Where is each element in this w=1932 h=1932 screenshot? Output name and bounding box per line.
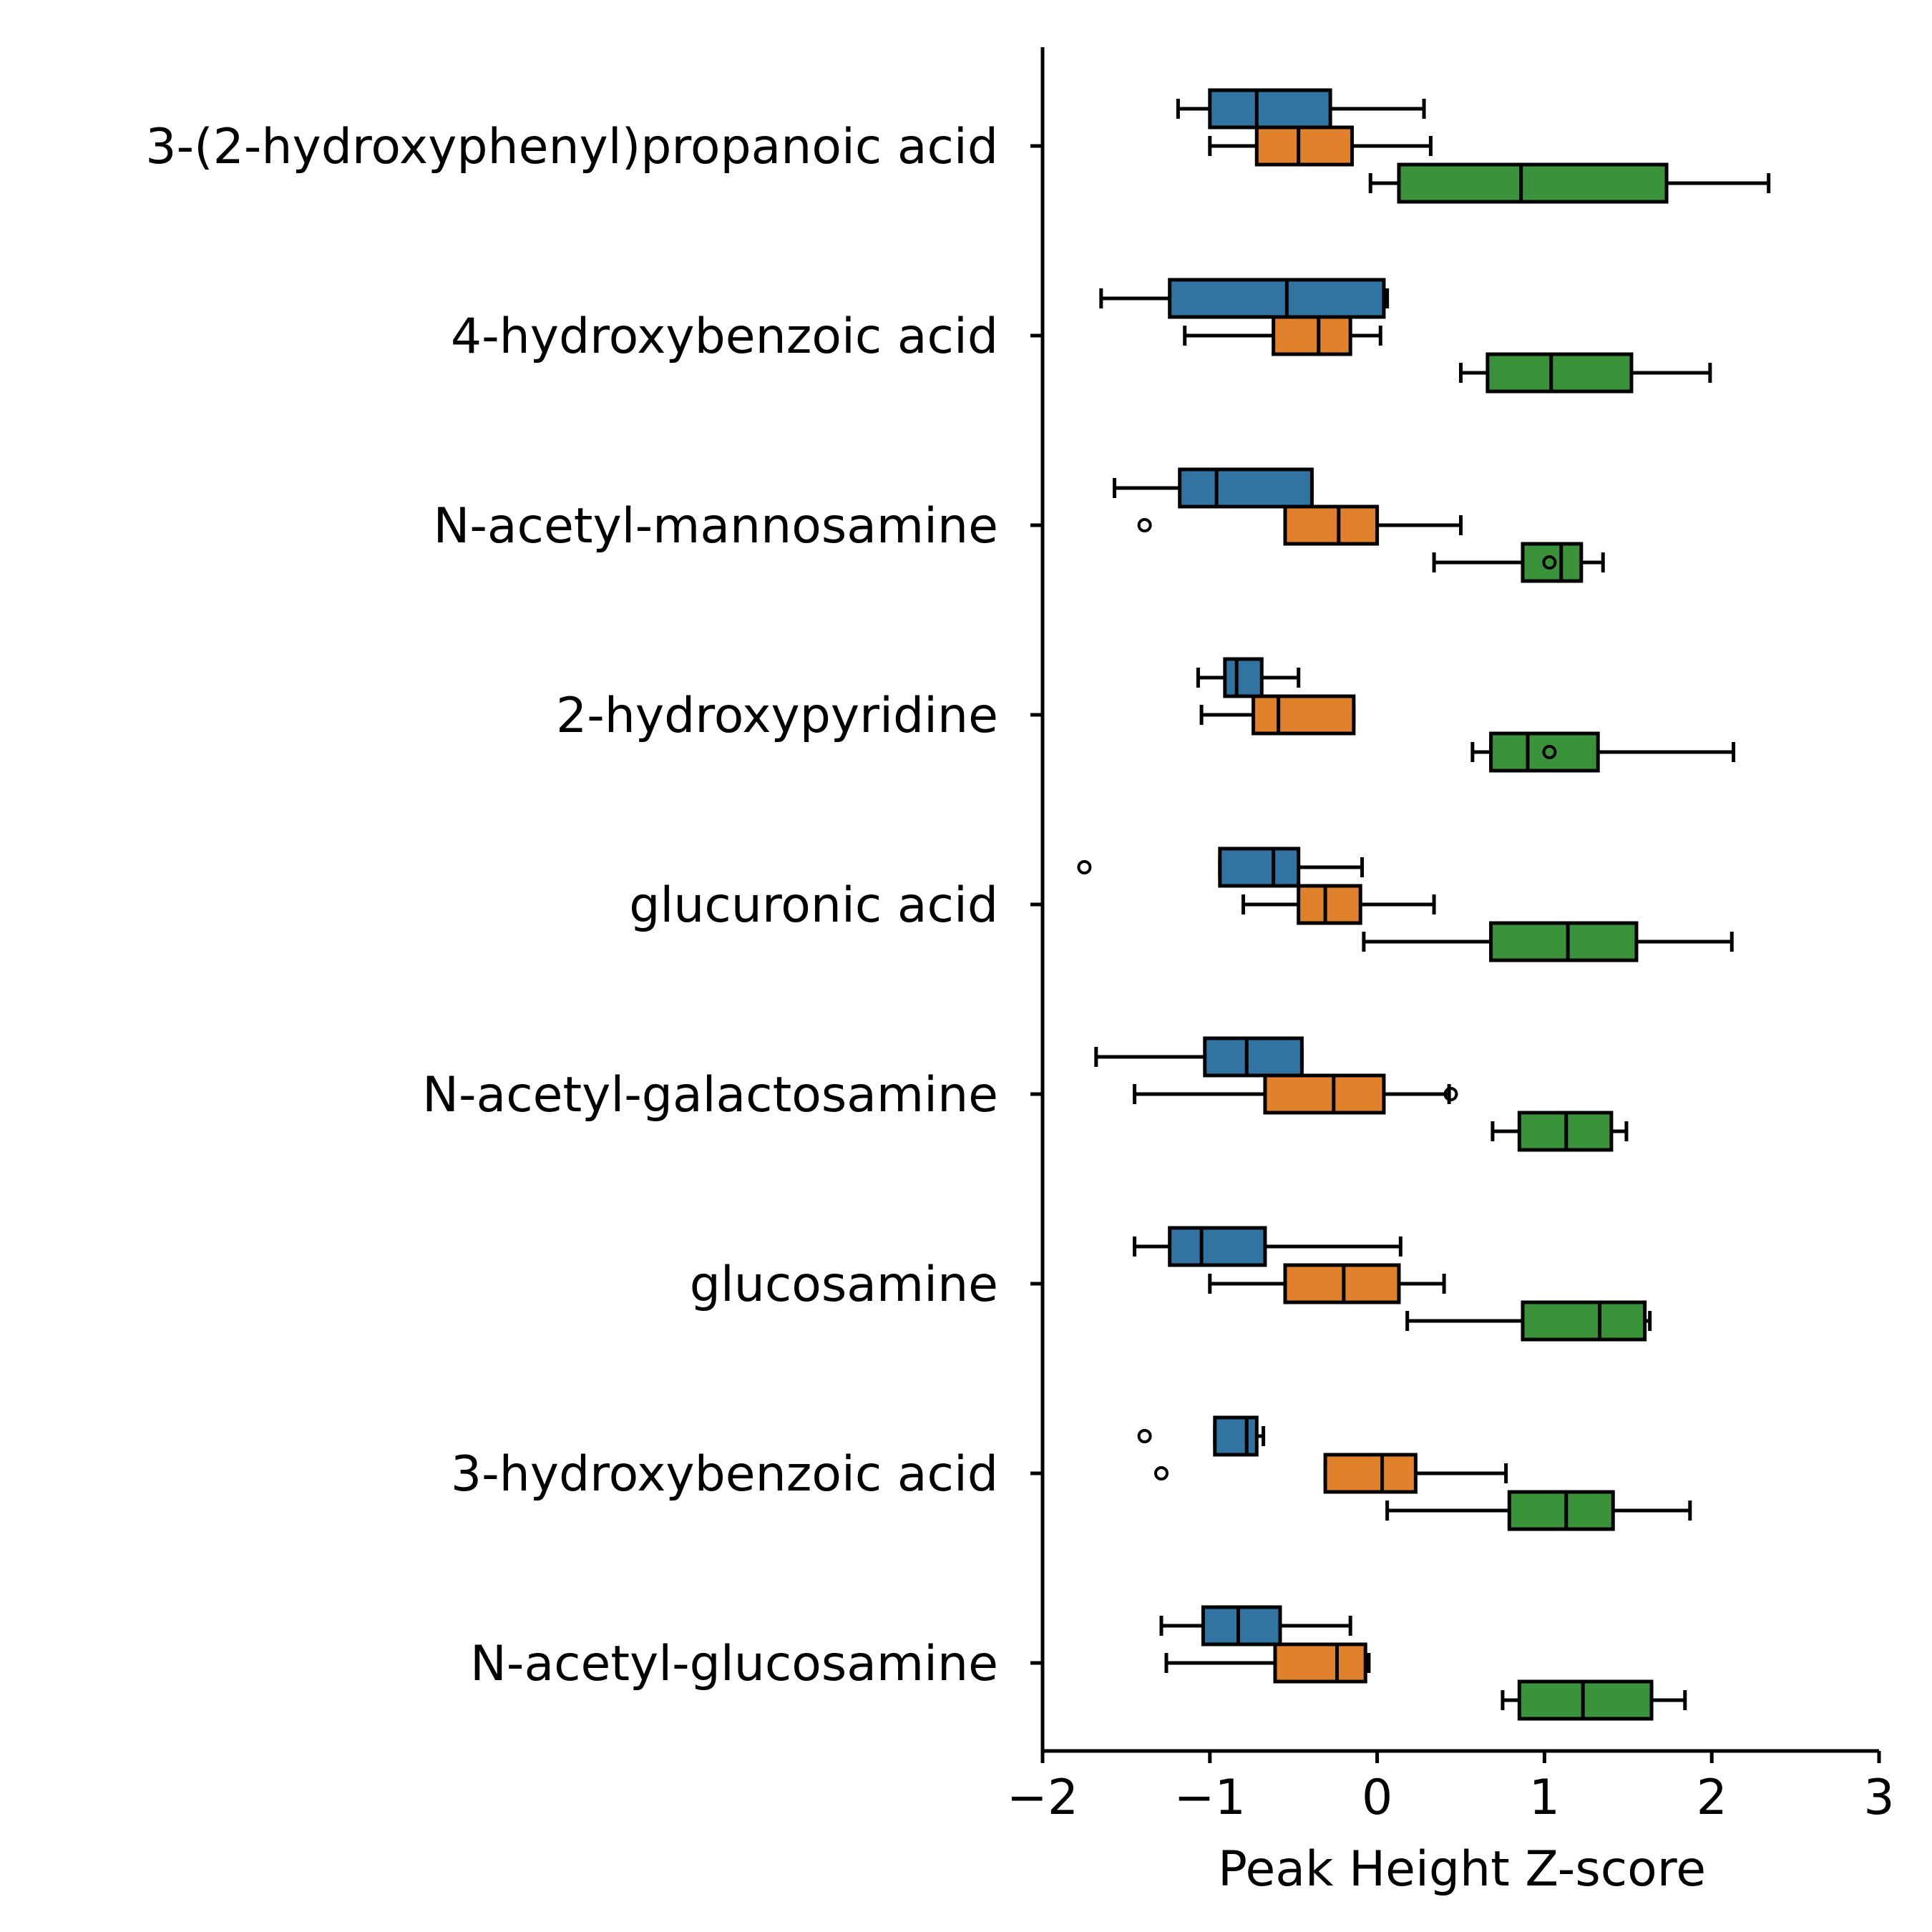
box-group bbox=[1196, 657, 1301, 698]
box-group bbox=[1099, 278, 1390, 319]
box bbox=[1168, 1226, 1267, 1267]
box-group bbox=[1208, 1263, 1446, 1304]
x-tick-label: 3 bbox=[1863, 1770, 1894, 1826]
outlier-point bbox=[1137, 518, 1152, 532]
box bbox=[1273, 1642, 1367, 1684]
box-group bbox=[1153, 1453, 1508, 1494]
box bbox=[1223, 657, 1264, 698]
category-label: 2-hydroxypyridine bbox=[556, 688, 998, 744]
category-label: 3-(2-hydroxyphenyl)propanoic acid bbox=[145, 119, 998, 175]
category-label: glucosamine bbox=[690, 1257, 998, 1313]
box-group bbox=[1362, 921, 1734, 962]
box-group bbox=[1491, 1111, 1629, 1152]
box bbox=[1521, 542, 1584, 583]
box-group bbox=[1137, 504, 1463, 546]
category-label: 3-hydroxybenzoic acid bbox=[451, 1446, 998, 1503]
outlier-point bbox=[1542, 555, 1557, 570]
box bbox=[1168, 278, 1386, 319]
x-tick-label: 2 bbox=[1697, 1770, 1727, 1826]
box-group bbox=[1137, 1415, 1266, 1457]
box-group bbox=[1208, 125, 1433, 167]
box-group bbox=[1183, 315, 1382, 356]
outlier-point bbox=[1443, 1087, 1458, 1101]
box bbox=[1201, 1605, 1282, 1646]
x-axis-title: Peak Height Z-score bbox=[1218, 1841, 1706, 1898]
category-label: N-acetyl-galactosamine bbox=[422, 1067, 998, 1123]
box bbox=[1507, 1490, 1615, 1531]
box-group bbox=[1113, 467, 1314, 509]
box-group bbox=[1385, 1490, 1692, 1531]
box bbox=[1203, 1036, 1304, 1078]
box-group bbox=[1133, 1073, 1458, 1115]
box bbox=[1254, 125, 1355, 167]
box bbox=[1272, 315, 1352, 356]
box bbox=[1489, 921, 1639, 962]
box bbox=[1283, 504, 1380, 546]
box-group bbox=[1368, 162, 1771, 204]
x-tick-label: −2 bbox=[1007, 1770, 1078, 1826]
box bbox=[1252, 694, 1356, 736]
box-group bbox=[1459, 352, 1712, 394]
box-group bbox=[1164, 1642, 1371, 1684]
box bbox=[1208, 88, 1332, 130]
box bbox=[1263, 1073, 1386, 1115]
box bbox=[1213, 1415, 1259, 1457]
outlier-point bbox=[1077, 860, 1092, 874]
box-group bbox=[1432, 542, 1605, 583]
box-group bbox=[1159, 1605, 1352, 1646]
box bbox=[1397, 162, 1669, 204]
category-label: glucuronic acid bbox=[629, 877, 998, 934]
box-group bbox=[1077, 847, 1365, 888]
box bbox=[1297, 884, 1362, 925]
y-axis: 3-(2-hydroxyphenyl)propanoic acid 4-hydro… bbox=[145, 47, 1045, 1751]
box bbox=[1517, 1679, 1654, 1721]
box-group bbox=[1241, 884, 1436, 925]
box-group bbox=[1094, 1036, 1304, 1078]
box bbox=[1178, 467, 1314, 509]
box-group bbox=[1133, 1226, 1402, 1267]
category-label: 4-hydroxybenzoic acid bbox=[451, 308, 998, 365]
x-axis: −2 −1 0 1 2 3 bbox=[1007, 1749, 1895, 1826]
x-tick-label: 0 bbox=[1362, 1770, 1392, 1826]
x-tick-label: −1 bbox=[1174, 1770, 1246, 1826]
outlier-point bbox=[1153, 1466, 1169, 1480]
category-label: N-acetyl-mannosamine bbox=[433, 498, 998, 555]
x-tick-label: 1 bbox=[1529, 1770, 1560, 1826]
box-group bbox=[1501, 1679, 1687, 1721]
category-label: N-acetyl-glucosamine bbox=[470, 1636, 998, 1692]
outlier-point bbox=[1542, 745, 1557, 759]
box-group bbox=[1176, 88, 1426, 130]
plot-area bbox=[1077, 88, 1771, 1721]
box bbox=[1521, 1300, 1647, 1342]
box-group bbox=[1470, 731, 1736, 773]
box-group bbox=[1405, 1300, 1652, 1342]
box bbox=[1323, 1453, 1418, 1494]
box-group bbox=[1199, 694, 1356, 736]
box bbox=[1485, 352, 1634, 394]
box bbox=[1218, 847, 1301, 888]
outlier-point bbox=[1137, 1429, 1152, 1443]
